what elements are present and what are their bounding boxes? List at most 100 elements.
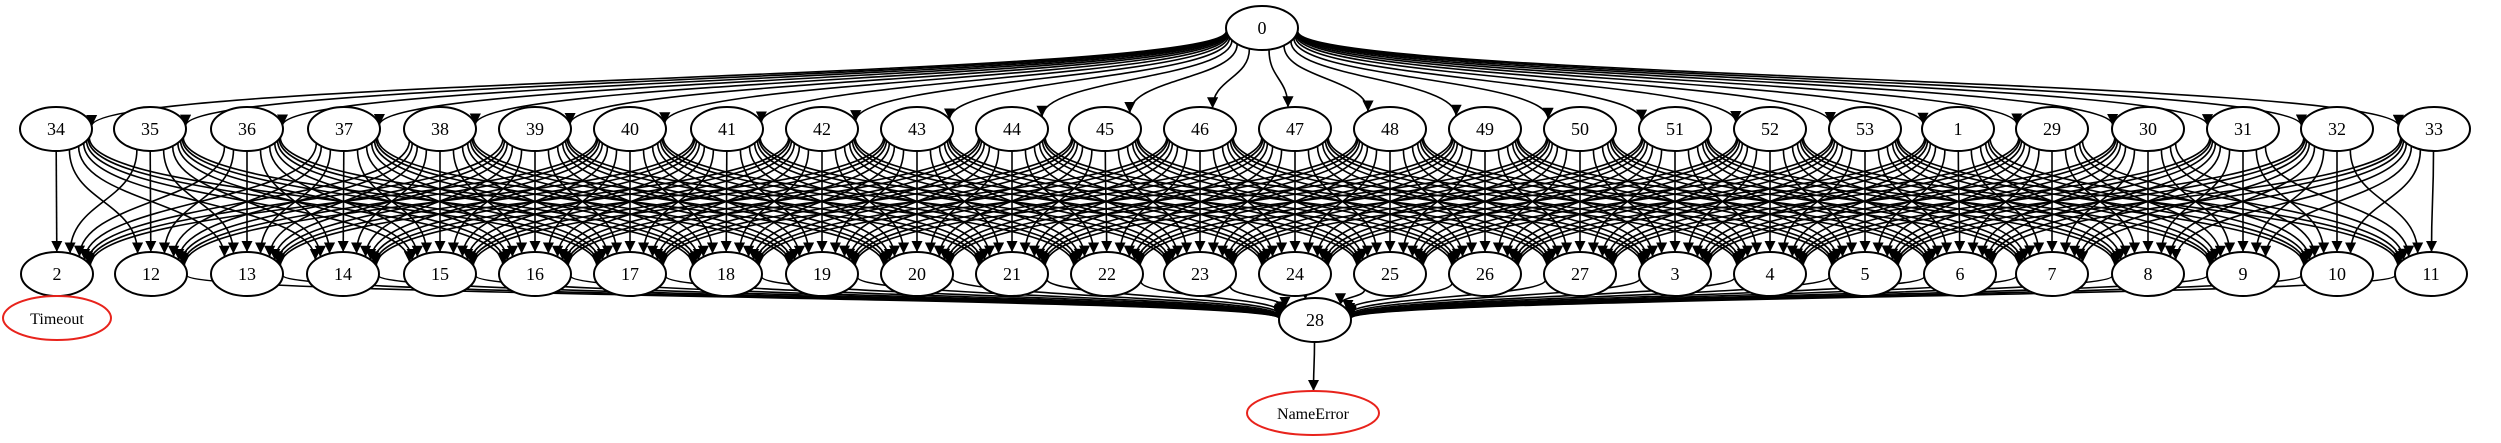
node-ellipse xyxy=(2206,251,2280,297)
node-16[interactable]: 16 xyxy=(498,251,572,297)
node-31[interactable]: 31 xyxy=(2206,106,2280,152)
node-22[interactable]: 22 xyxy=(1070,251,1144,297)
node-2[interactable]: 2 xyxy=(20,251,94,297)
node-13[interactable]: 13 xyxy=(210,251,284,297)
node-33[interactable]: 33 xyxy=(2397,106,2471,152)
node-label: 8 xyxy=(2144,264,2153,284)
node-44[interactable]: 44 xyxy=(975,106,1049,152)
node-ellipse xyxy=(114,251,188,297)
node-label: NameError xyxy=(1277,406,1350,423)
node-label: 42 xyxy=(813,119,831,139)
node-ellipse xyxy=(785,251,859,297)
node-24[interactable]: 24 xyxy=(1258,251,1332,297)
node-ellipse xyxy=(1246,390,1380,436)
node-12[interactable]: 12 xyxy=(114,251,188,297)
node-48[interactable]: 48 xyxy=(1353,106,1427,152)
node-20[interactable]: 20 xyxy=(880,251,954,297)
node-14[interactable]: 14 xyxy=(306,251,380,297)
node-43[interactable]: 43 xyxy=(880,106,954,152)
node-ellipse xyxy=(593,106,667,152)
node-35[interactable]: 35 xyxy=(113,106,187,152)
edge-25-28 xyxy=(1334,289,1366,305)
node-label: 43 xyxy=(908,119,926,139)
node-38[interactable]: 38 xyxy=(403,106,477,152)
node-19[interactable]: 19 xyxy=(785,251,859,297)
node-label: 2 xyxy=(53,264,62,284)
node-label: 18 xyxy=(717,264,735,284)
edge-52-24 xyxy=(1321,138,1739,265)
edge-0-52 xyxy=(1295,34,1742,123)
node-50[interactable]: 50 xyxy=(1543,106,1617,152)
node-label: 40 xyxy=(621,119,639,139)
node-0[interactable]: 0 xyxy=(1225,5,1299,51)
node-label: 51 xyxy=(1666,119,1684,139)
node-label: 46 xyxy=(1191,119,1209,139)
node-ellipse xyxy=(975,251,1049,297)
edge-41-12 xyxy=(178,137,695,266)
node-label: 41 xyxy=(718,119,736,139)
edge-23-28 xyxy=(1229,285,1291,309)
node-40[interactable]: 40 xyxy=(593,106,667,152)
edge-31-3 xyxy=(1702,137,2211,266)
node-1[interactable]: 1 xyxy=(1921,106,1995,152)
node-49[interactable]: 49 xyxy=(1448,106,1522,152)
node-ellipse xyxy=(1543,106,1617,152)
edge-33-6 xyxy=(1986,138,2403,265)
node-ellipse xyxy=(1258,106,1332,152)
node-17[interactable]: 17 xyxy=(593,251,667,297)
node-27[interactable]: 27 xyxy=(1543,251,1617,297)
node-5[interactable]: 5 xyxy=(1828,251,1902,297)
edge-20-28 xyxy=(951,277,1286,317)
node-42[interactable]: 42 xyxy=(785,106,859,152)
node-29[interactable]: 29 xyxy=(2015,106,2089,152)
node-23[interactable]: 23 xyxy=(1163,251,1237,297)
node-28[interactable]: 28 xyxy=(1278,297,1352,343)
node-ellipse xyxy=(880,251,954,297)
node-8[interactable]: 8 xyxy=(2111,251,2185,297)
edge-0-38 xyxy=(469,32,1228,125)
edge-40-12 xyxy=(177,138,599,265)
node-ellipse xyxy=(210,251,284,297)
node-30[interactable]: 30 xyxy=(2111,106,2185,152)
node-15[interactable]: 15 xyxy=(403,251,477,297)
node-21[interactable]: 21 xyxy=(975,251,1049,297)
edge-42-13 xyxy=(274,137,790,266)
edge-48-20 xyxy=(943,138,1359,265)
edge-5-28 xyxy=(1345,276,1831,318)
node-34[interactable]: 34 xyxy=(19,106,93,152)
node-7[interactable]: 7 xyxy=(2015,251,2089,297)
node-nameerror[interactable]: NameError xyxy=(1246,390,1380,436)
node-36[interactable]: 36 xyxy=(210,106,284,152)
node-6[interactable]: 6 xyxy=(1923,251,1997,297)
node-label: 19 xyxy=(813,264,831,284)
node-11[interactable]: 11 xyxy=(2394,251,2468,297)
edge-22-28 xyxy=(1140,281,1287,313)
node-18[interactable]: 18 xyxy=(689,251,763,297)
node-ellipse xyxy=(2394,251,2468,297)
node-label: 12 xyxy=(142,264,160,284)
node-52[interactable]: 52 xyxy=(1733,106,1807,152)
node-32[interactable]: 32 xyxy=(2300,106,2374,152)
node-ellipse xyxy=(210,106,284,152)
node-4[interactable]: 4 xyxy=(1733,251,1807,297)
node-9[interactable]: 9 xyxy=(2206,251,2280,297)
node-37[interactable]: 37 xyxy=(307,106,381,152)
node-label: 25 xyxy=(1381,264,1399,284)
node-47[interactable]: 47 xyxy=(1258,106,1332,152)
node-51[interactable]: 51 xyxy=(1638,106,1712,152)
node-26[interactable]: 26 xyxy=(1448,251,1522,297)
node-45[interactable]: 45 xyxy=(1068,106,1142,152)
node-39[interactable]: 39 xyxy=(498,106,572,152)
node-ellipse xyxy=(2397,106,2471,152)
edges-layer xyxy=(51,30,2438,392)
node-46[interactable]: 46 xyxy=(1163,106,1237,152)
node-3[interactable]: 3 xyxy=(1638,251,1712,297)
node-41[interactable]: 41 xyxy=(690,106,764,152)
node-25[interactable]: 25 xyxy=(1353,251,1427,297)
node-10[interactable]: 10 xyxy=(2300,251,2374,297)
edge-33-5 xyxy=(1892,137,2402,266)
node-label: 17 xyxy=(621,264,639,284)
edge-47-19 xyxy=(848,138,1264,265)
node-timeout[interactable]: Timeout xyxy=(2,295,112,341)
node-53[interactable]: 53 xyxy=(1828,106,1902,152)
